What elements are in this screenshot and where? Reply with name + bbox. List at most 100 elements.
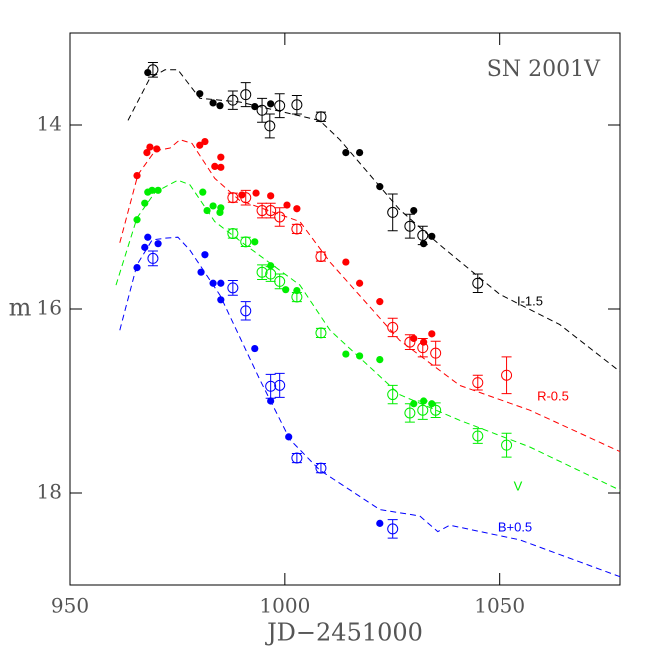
filled-point [153, 145, 161, 153]
open-point [265, 380, 277, 392]
y-tick-label: 18 [37, 480, 62, 504]
filled-point [342, 149, 350, 157]
error-bar [417, 400, 428, 420]
error-bar [404, 403, 415, 423]
marks: I-1.5 R-0.5 V B+0.5 [115, 61, 621, 578]
template-curve [127, 69, 621, 372]
y-tick-label: 14 [37, 112, 62, 136]
filled-point [376, 183, 384, 191]
error-bar [430, 340, 441, 366]
x-tick-label: 1000 [259, 594, 310, 618]
template-curve [119, 139, 621, 453]
open-point [256, 266, 268, 278]
open-point [387, 389, 399, 401]
open-point [274, 379, 286, 391]
filled-point [217, 296, 225, 304]
error-bar [387, 384, 398, 405]
open-point [274, 275, 286, 287]
filled-point [376, 298, 384, 306]
open-point [291, 99, 303, 111]
open-point [417, 342, 429, 354]
filled-point [267, 100, 275, 108]
open-point [265, 205, 277, 217]
error-bar [274, 207, 285, 227]
filled-point [356, 149, 364, 157]
filled-point [282, 286, 290, 294]
filled-point [356, 279, 364, 287]
filled-point [428, 330, 436, 338]
open-point [274, 100, 286, 112]
open-point [404, 220, 416, 232]
filled-point [410, 206, 418, 215]
filled-point [252, 189, 260, 197]
filled-point [144, 233, 152, 241]
series-label: B+0.5 [498, 519, 532, 534]
open-point [417, 404, 429, 416]
error-bar [417, 337, 428, 358]
filled-point [146, 143, 154, 151]
open-point [430, 404, 442, 416]
open-point [417, 229, 429, 241]
filled-point [148, 186, 156, 194]
filled-point [283, 201, 291, 209]
open-point [147, 252, 159, 264]
error-bar [274, 93, 285, 119]
filled-point [251, 238, 259, 246]
filled-point [356, 352, 364, 360]
open-point [240, 236, 252, 248]
filled-point [141, 243, 149, 251]
open-point [430, 347, 442, 359]
filled-point [217, 153, 225, 161]
open-point [315, 462, 327, 474]
chart-title: SN 2001V [487, 57, 601, 82]
filled-point [217, 163, 225, 171]
filled-point [211, 162, 219, 170]
filled-point [217, 279, 225, 287]
filled-point [141, 199, 149, 207]
open-point [291, 291, 303, 303]
error-bar [265, 373, 276, 399]
template-curve [115, 179, 621, 491]
filled-point [154, 186, 162, 194]
filled-point [133, 264, 141, 272]
error-bar [274, 372, 285, 398]
error-bar [257, 97, 268, 123]
error-bar [501, 432, 512, 458]
filled-point [216, 102, 224, 110]
open-point [404, 336, 416, 348]
open-point [274, 211, 286, 223]
filled-point [201, 137, 209, 146]
error-bar [417, 225, 428, 246]
open-point [387, 206, 399, 218]
filled-point [420, 240, 428, 248]
error-bar [501, 356, 512, 395]
open-point [227, 94, 239, 106]
filled-point [199, 188, 207, 196]
error-bar [227, 90, 238, 110]
open-point [501, 439, 513, 451]
plot-frame [69, 32, 621, 586]
y-axis-label: m [9, 294, 32, 322]
open-point [315, 327, 327, 339]
filled-point [428, 232, 436, 240]
open-point [291, 223, 303, 235]
filled-point [209, 202, 217, 210]
error-bar [472, 273, 483, 293]
filled-point [342, 350, 350, 358]
template-curve [119, 236, 621, 578]
open-point [240, 192, 252, 204]
filled-point [203, 206, 211, 215]
error-bar [404, 213, 415, 239]
filled-point [267, 397, 275, 405]
filled-point [196, 141, 204, 149]
error-bar [264, 113, 275, 139]
filled-point [376, 356, 384, 364]
filled-point [144, 68, 152, 77]
open-point [291, 452, 303, 464]
x-tick-label: 1050 [474, 594, 525, 618]
open-point [240, 305, 252, 317]
open-point [227, 192, 239, 204]
filled-point [133, 216, 141, 224]
open-point [472, 277, 484, 289]
